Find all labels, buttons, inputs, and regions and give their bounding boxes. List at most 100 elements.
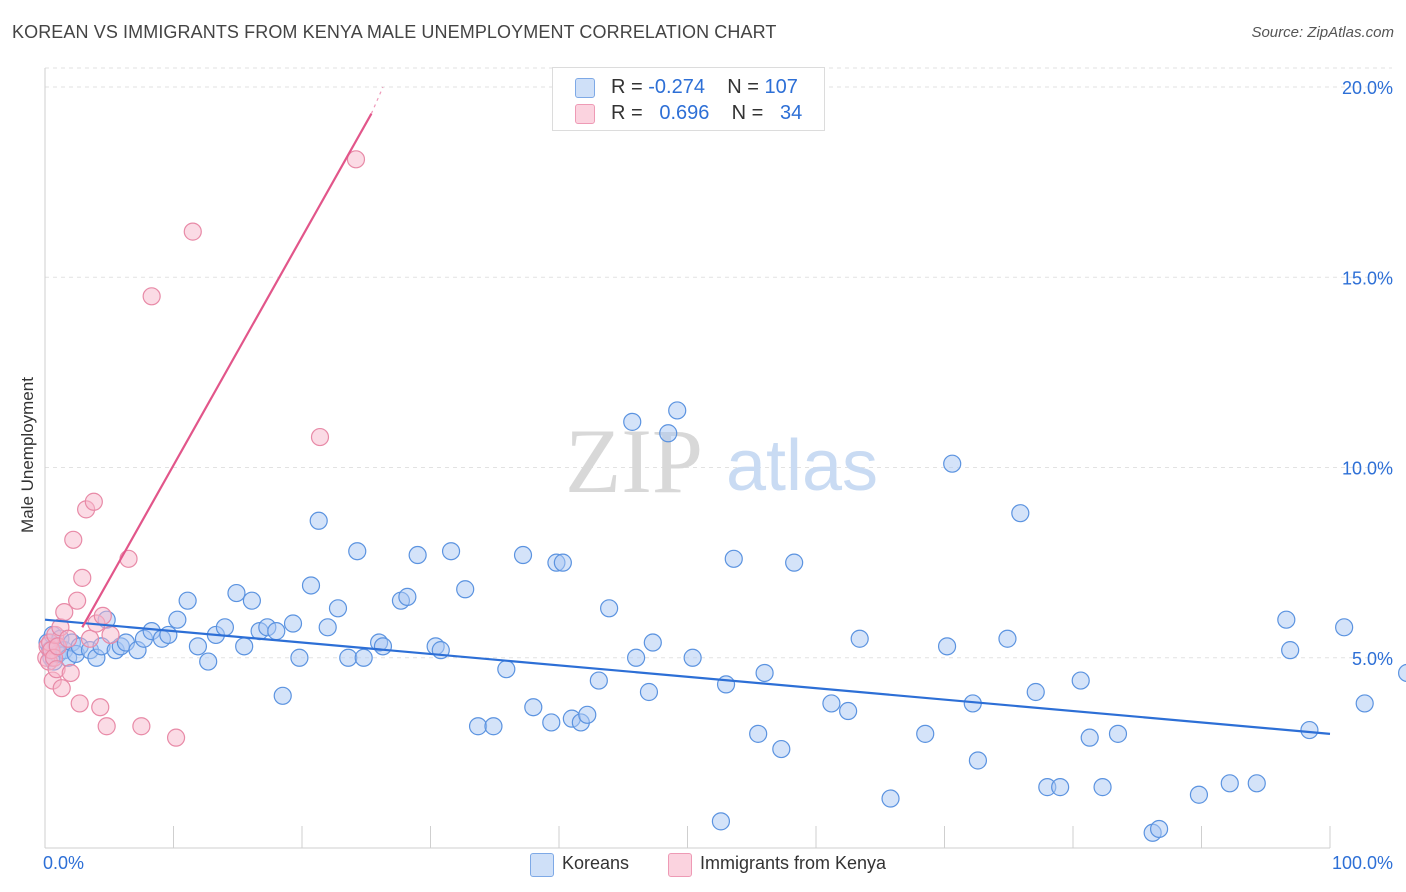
point-korean — [373, 637, 393, 656]
point-korean — [578, 705, 597, 724]
point-korean — [668, 401, 687, 420]
point-korean — [283, 614, 303, 633]
point-korean — [441, 542, 461, 561]
point-korean — [524, 698, 543, 717]
point-kenya — [68, 591, 87, 610]
point-korean — [755, 663, 774, 683]
point-korean — [339, 648, 358, 667]
point-korean — [398, 587, 417, 606]
point-kenya — [166, 728, 186, 747]
point-kenya — [183, 222, 202, 241]
point-korean — [716, 675, 736, 694]
point-korean — [749, 724, 768, 743]
watermark-atlas: atlas — [726, 426, 878, 506]
point-korean — [328, 599, 348, 618]
point-korean — [639, 682, 659, 702]
point-kenya — [310, 427, 330, 447]
legend-n-label: N = — [727, 76, 759, 98]
point-korean — [1026, 682, 1045, 702]
data-points — [37, 150, 1406, 842]
point-kenya — [132, 717, 151, 736]
point-kenya — [70, 694, 89, 713]
y-tick-label: 10.0% — [1342, 459, 1393, 479]
point-korean — [553, 553, 572, 572]
point-korean — [1220, 774, 1239, 793]
y-tick-label: 5.0% — [1352, 649, 1393, 669]
point-korean — [1093, 778, 1112, 797]
point-kenya — [80, 629, 100, 648]
legend-r-value: 0.696 — [659, 102, 710, 124]
legend-swatch-koreans — [575, 78, 595, 98]
legend-r-label: R = — [611, 102, 643, 124]
point-korean — [822, 694, 841, 713]
y-tick-label: 15.0% — [1342, 268, 1393, 288]
trend-line-koreans — [44, 618, 1331, 735]
point-korean — [178, 591, 197, 610]
point-korean — [1277, 610, 1296, 629]
point-kenya — [84, 492, 103, 511]
trend-line-kenya — [81, 113, 373, 628]
point-korean — [267, 622, 286, 641]
point-korean — [600, 599, 619, 618]
point-korean — [301, 576, 321, 595]
point-korean — [1398, 663, 1406, 683]
point-korean — [188, 637, 208, 656]
point-korean — [1355, 694, 1374, 713]
point-kenya — [119, 549, 138, 568]
point-korean — [1189, 785, 1209, 804]
y-tick-label: 20.0% — [1342, 78, 1393, 98]
point-kenya — [52, 679, 71, 698]
point-kenya — [61, 663, 80, 683]
axes — [44, 68, 1331, 849]
point-korean — [318, 618, 337, 637]
point-korean — [456, 580, 475, 599]
bottom-legend-swatch-kenya — [668, 853, 692, 877]
point-kenya — [346, 150, 366, 169]
point-korean — [850, 629, 869, 648]
point-korean — [484, 717, 503, 736]
point-korean — [1071, 671, 1090, 690]
watermark: ZIP atlas — [565, 410, 878, 512]
point-korean — [1149, 819, 1169, 839]
point-korean — [1335, 618, 1354, 637]
tick-labels: 5.0% 10.0% 15.0% 20.0% 0.0% 100.0% — [43, 78, 1393, 873]
x-tick-label-right: 100.0% — [1332, 853, 1393, 873]
point-korean — [623, 412, 642, 431]
point-kenya — [97, 717, 116, 736]
point-korean — [542, 713, 561, 732]
trend-lines — [44, 86, 1331, 735]
legend-n-value: 107 — [764, 76, 798, 98]
point-korean — [968, 751, 988, 770]
point-korean — [711, 812, 731, 831]
point-korean — [227, 583, 246, 603]
point-korean — [937, 637, 957, 656]
point-korean — [785, 553, 804, 572]
chart-title: KOREAN VS IMMIGRANTS FROM KENYA MALE UNE… — [12, 22, 777, 42]
point-korean — [290, 648, 309, 667]
point-korean — [199, 652, 218, 671]
point-korean — [1011, 504, 1030, 523]
point-korean — [643, 633, 662, 652]
point-korean — [839, 701, 858, 721]
point-korean — [626, 648, 646, 667]
bottom-legend-label-kenya: Immigrants from Kenya — [700, 853, 887, 873]
point-kenya — [73, 568, 92, 587]
point-kenya — [64, 530, 83, 549]
point-korean — [242, 591, 261, 610]
point-korean — [1300, 720, 1319, 740]
point-korean — [168, 610, 187, 629]
point-korean — [998, 629, 1017, 648]
legend-n-value: 34 — [780, 102, 803, 124]
point-kenya — [93, 606, 112, 626]
point-korean — [683, 648, 702, 667]
point-korean — [772, 739, 791, 759]
point-korean — [513, 545, 533, 565]
bottom-legend-swatch-koreans — [530, 853, 554, 877]
point-kenya — [91, 698, 110, 717]
point-korean — [1281, 641, 1300, 660]
point-korean — [724, 549, 743, 568]
trend-line-kenya-extension — [370, 86, 384, 114]
point-korean — [348, 542, 367, 561]
point-korean — [589, 671, 608, 690]
